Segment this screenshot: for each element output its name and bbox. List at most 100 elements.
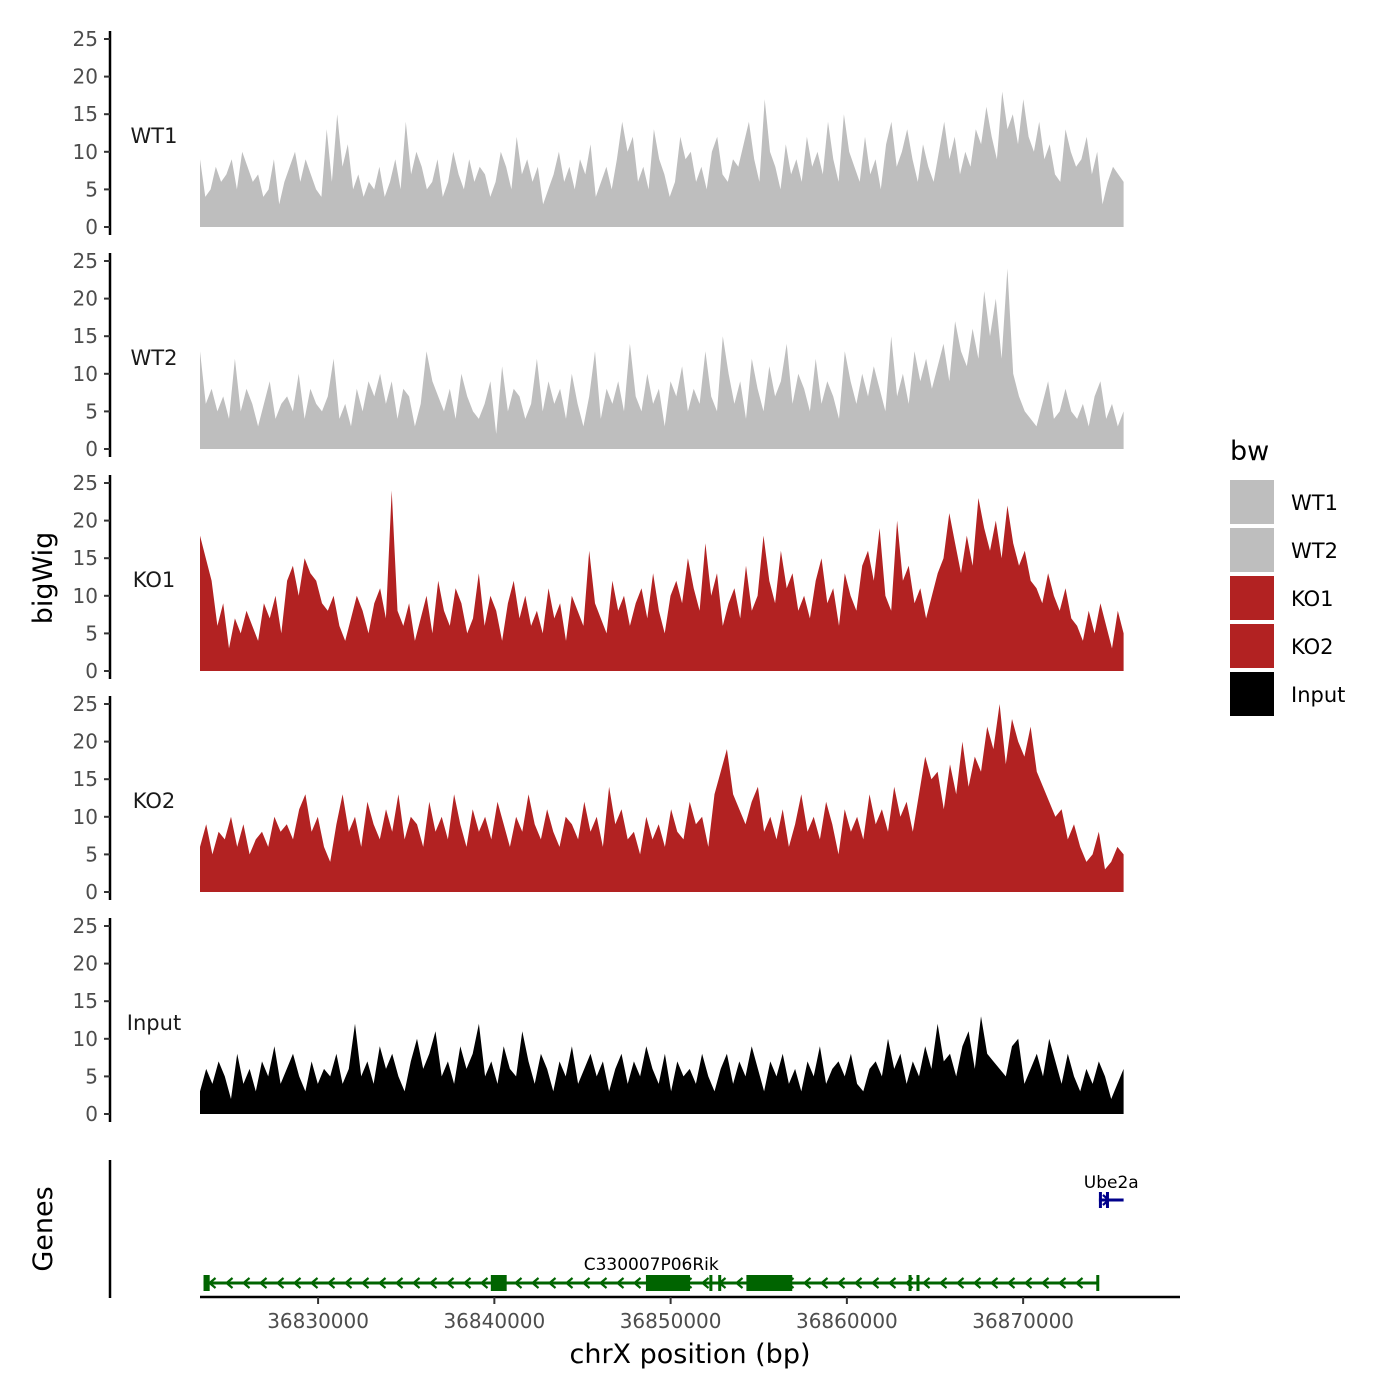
- signal-area-wt2: [200, 268, 1124, 449]
- strand-arrow: [938, 1277, 948, 1289]
- strand-arrow: [802, 1277, 812, 1289]
- track-wt1: 0 5 10 15 20 25 WT1: [73, 27, 1124, 239]
- track-label: KO1: [133, 568, 176, 592]
- legend-label: KO1: [1291, 587, 1334, 611]
- legend-swatch-input: [1230, 672, 1274, 716]
- gene-label: Ube2a: [1084, 1173, 1139, 1193]
- legend-label: Input: [1291, 683, 1345, 707]
- track-wt2: 0 5 10 15 20 25 WT2: [73, 249, 1124, 461]
- y-tick-label: 10: [73, 362, 98, 386]
- strand-arrow: [513, 1277, 523, 1289]
- legend: bw WT1 WT2 KO1 KO2 Input: [1230, 436, 1345, 716]
- strand-arrow: [1023, 1277, 1033, 1289]
- strand-arrow: [972, 1277, 982, 1289]
- strand-arrow: [700, 1277, 710, 1289]
- exon: [203, 1275, 210, 1291]
- signal-tracks: 0 5 10 15 20 25 WT1 0 5 10 15 20 25 WT2 0 5 10 15 20 25 KO1 0…: [73, 27, 1124, 1126]
- legend-swatch-ko2: [1230, 624, 1274, 668]
- legend-label: WT2: [1291, 539, 1338, 563]
- strand-arrow: [1074, 1277, 1084, 1289]
- exon: [709, 1275, 713, 1291]
- y-tick-label: 0: [85, 1102, 98, 1126]
- y-tick-label: 15: [73, 324, 98, 348]
- y-tick-label: 25: [73, 914, 98, 938]
- exon: [916, 1275, 920, 1291]
- track-label: KO2: [133, 789, 176, 813]
- x-tick-label: 36850000: [620, 1309, 722, 1333]
- strand-arrow: [547, 1277, 557, 1289]
- legend-label: KO2: [1291, 635, 1334, 659]
- strand-arrow: [1006, 1277, 1016, 1289]
- strand-arrow: [224, 1277, 234, 1289]
- strand-arrow: [581, 1277, 591, 1289]
- x-tick-label: 36840000: [443, 1309, 545, 1333]
- y-tick-label: 10: [73, 584, 98, 608]
- track-label: WT1: [131, 124, 178, 148]
- y-tick-label: 15: [73, 989, 98, 1013]
- strand-arrow: [989, 1277, 999, 1289]
- strand-arrow: [309, 1277, 319, 1289]
- strand-arrow: [241, 1277, 251, 1289]
- signal-area-wt1: [200, 91, 1124, 227]
- exon: [490, 1275, 507, 1291]
- exon: [718, 1275, 722, 1291]
- exon: [1105, 1192, 1109, 1208]
- y-tick-label: 5: [85, 842, 98, 866]
- exon: [1098, 1192, 1102, 1208]
- y-tick-label: 20: [73, 65, 98, 89]
- strand-arrow: [394, 1277, 404, 1289]
- legend-swatch-wt1: [1230, 480, 1274, 524]
- y-tick-label: 20: [73, 287, 98, 311]
- y-tick-label: 0: [85, 880, 98, 904]
- strand-arrow: [428, 1277, 438, 1289]
- y-tick-label: 25: [73, 692, 98, 716]
- strand-arrow: [836, 1277, 846, 1289]
- legend-title: bw: [1230, 436, 1269, 467]
- strand-arrow: [479, 1277, 489, 1289]
- strand-arrow: [360, 1277, 370, 1289]
- strand-arrow: [887, 1277, 897, 1289]
- y-tick-label: 5: [85, 621, 98, 645]
- y-tick-label: 25: [73, 249, 98, 273]
- strand-arrow: [615, 1277, 625, 1289]
- y-tick-label: 5: [85, 1064, 98, 1088]
- strand-arrow: [411, 1277, 421, 1289]
- exon: [908, 1275, 912, 1291]
- strand-arrow: [292, 1277, 302, 1289]
- y-axis-title: bigWig: [28, 532, 59, 625]
- signal-area-ko2: [200, 704, 1124, 892]
- track-ko1: 0 5 10 15 20 25 KO1: [73, 471, 1124, 683]
- track-label: WT2: [131, 346, 178, 370]
- x-tick-label: 36870000: [972, 1309, 1074, 1333]
- x-tick-label: 36860000: [796, 1309, 898, 1333]
- exon: [746, 1275, 793, 1291]
- strand-arrow: [326, 1277, 336, 1289]
- strand-arrow: [445, 1277, 455, 1289]
- y-tick-label: 25: [73, 27, 98, 51]
- strand-arrow: [530, 1277, 540, 1289]
- y-tick-label: 0: [85, 659, 98, 683]
- x-axis: 36830000 36840000 36850000 36860000 36870000: [200, 1295, 1180, 1333]
- y-tick-label: 20: [73, 730, 98, 754]
- gene-label: C330007P06Rik: [584, 1255, 719, 1275]
- strand-arrow: [1057, 1277, 1067, 1289]
- strand-arrow: [870, 1277, 880, 1289]
- strand-arrow: [275, 1277, 285, 1289]
- exon: [645, 1275, 690, 1291]
- y-tick-label: 10: [73, 140, 98, 164]
- legend-swatch-wt2: [1230, 528, 1274, 572]
- y-tick-label: 0: [85, 437, 98, 461]
- x-tick-label: 36830000: [267, 1309, 369, 1333]
- strand-arrow: [853, 1277, 863, 1289]
- track-label: Input: [127, 1011, 181, 1035]
- legend-swatch-ko1: [1230, 576, 1274, 620]
- y-tick-label: 15: [73, 102, 98, 126]
- exon: [1096, 1275, 1100, 1291]
- strand-arrow: [377, 1277, 387, 1289]
- x-axis-title: chrX position (bp): [569, 1339, 810, 1370]
- genes-panel: C330007P06Rik Ube2a: [108, 1160, 1139, 1298]
- y-tick-label: 25: [73, 471, 98, 495]
- signal-area-ko1: [200, 490, 1124, 671]
- strand-arrow: [921, 1277, 931, 1289]
